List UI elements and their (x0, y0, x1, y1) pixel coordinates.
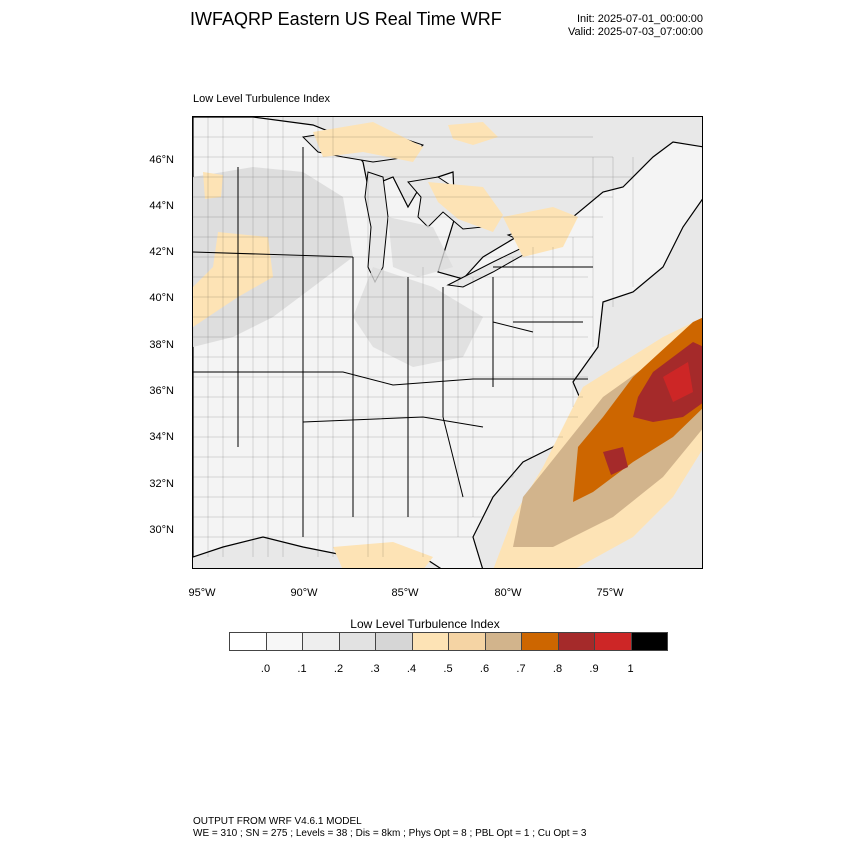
gray-area-mich (388, 217, 453, 277)
dark-red-spot (603, 447, 628, 475)
light-orange-nw (203, 172, 223, 199)
light-orange-ny (503, 207, 578, 257)
colorbar-bin (229, 632, 267, 651)
lat-label: 46°N (149, 154, 174, 166)
lat-label: 32°N (149, 478, 174, 490)
lat-label: 38°N (149, 339, 174, 351)
footer-model: OUTPUT FROM WRF V4.6.1 MODEL (193, 816, 362, 827)
field-label: Low Level Turbulence Index (193, 93, 330, 105)
colorbar-tick-label: 1 (627, 663, 634, 675)
colorbar-bin (411, 632, 449, 651)
light-orange-lakes (313, 122, 423, 162)
valid-time: Valid: 2025-07-03_07:00:00 (568, 26, 703, 38)
footer: OUTPUT FROM WRF V4.6.1 MODEL WE = 310 ; … (193, 816, 586, 840)
map-panel (192, 116, 703, 569)
colorbar-bin (521, 632, 559, 651)
colorbar-bin (557, 632, 595, 651)
colorbar-bin (630, 632, 668, 651)
county-lines (193, 117, 634, 557)
lon-label: 80°W (494, 587, 522, 599)
lat-label: 34°N (149, 431, 174, 443)
lat-label: 44°N (149, 200, 174, 212)
colorbar-title: Low Level Turbulence Index (350, 617, 500, 631)
colorbar-tick-label: .6 (479, 663, 490, 675)
lat-label: 30°N (149, 524, 174, 536)
chart-title: IWFAQRP Eastern US Real Time WRF (190, 9, 502, 29)
colorbar-tick-label: .3 (370, 663, 380, 675)
lat-label: 36°N (149, 385, 174, 397)
lon-label: 85°W (391, 587, 419, 599)
colorbar-bin (484, 632, 522, 651)
colorbar-bin (448, 632, 486, 651)
colorbar-tick-label: .5 (443, 663, 453, 675)
red-core (663, 362, 693, 402)
lon-label: 95°W (188, 587, 216, 599)
lat-label: 42°N (149, 246, 174, 258)
run-times: Init: 2025-07-01_00:00:00 Valid: 2025-07… (568, 13, 703, 39)
footer-config: WE = 310 ; SN = 275 ; Levels = 38 ; Dis … (193, 828, 587, 839)
lon-label: 90°W (290, 587, 318, 599)
light-orange-ontario (428, 182, 503, 232)
colorbar-tick-label: .4 (406, 663, 417, 675)
init-time: Init: 2025-07-01_00:00:00 (577, 13, 703, 25)
colorbar-tick-label: .7 (516, 663, 526, 675)
colorbar-bin (338, 632, 376, 651)
colorbar-bin (265, 632, 303, 651)
lon-label: 75°W (596, 587, 624, 599)
colorbar-tick-label: .2 (333, 663, 344, 675)
colorbar-bin (375, 632, 413, 651)
colorbar-bin (594, 632, 632, 651)
map-svg (193, 117, 702, 568)
colorbar-tick-label: .8 (552, 663, 563, 675)
colorbar-bin (302, 632, 340, 651)
colorbar-tick-label: .0 (260, 663, 271, 675)
colorbar-tick-label: .9 (589, 663, 599, 675)
colorbar-tick-label: .1 (297, 663, 307, 675)
light-orange-superior (448, 122, 498, 145)
lat-label: 40°N (149, 292, 174, 304)
